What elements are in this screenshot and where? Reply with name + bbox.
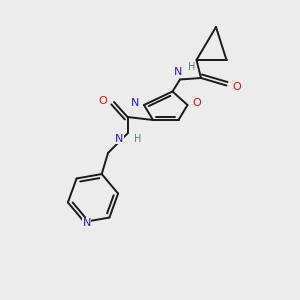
Text: O: O [98, 95, 107, 106]
Text: N: N [115, 134, 123, 144]
Text: N: N [82, 218, 91, 229]
Text: N: N [174, 67, 183, 77]
Text: H: H [188, 62, 196, 73]
Text: N: N [131, 98, 139, 109]
Text: H: H [134, 134, 142, 144]
Text: O: O [232, 82, 242, 92]
Text: O: O [193, 98, 202, 109]
